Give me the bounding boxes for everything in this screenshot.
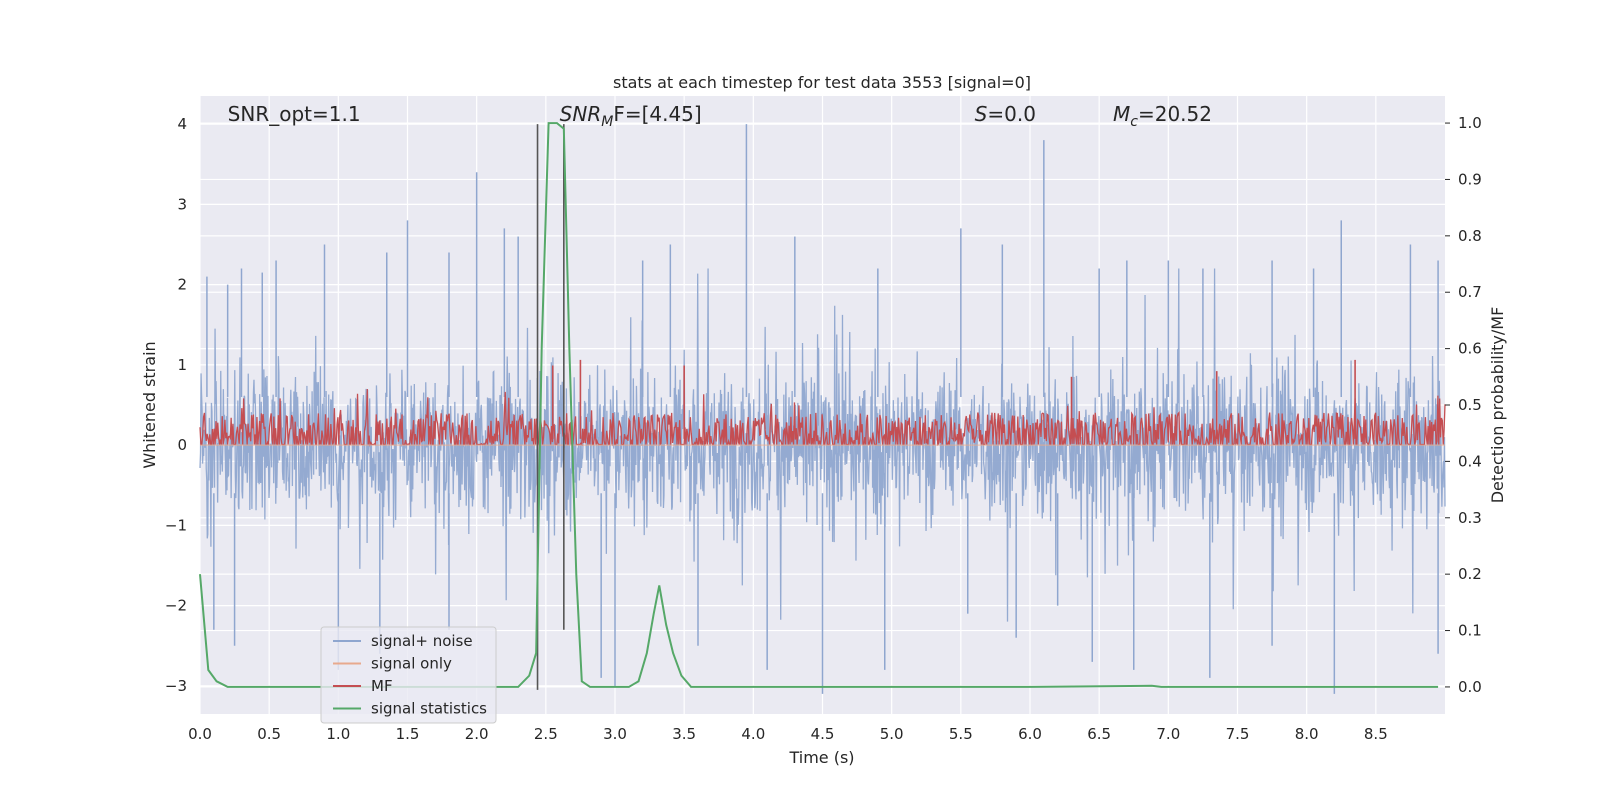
x-axis-ticks: 0.0 0.5 1.0 1.5 2.0 2.5 3.0 3.5 4.0 4.5 5.0 5.5 6.0 6… [188,725,1388,743]
y2-tick-label: 0.5 [1458,396,1482,414]
y2-tick-label: 1.0 [1458,114,1482,132]
x-tick-label: 8.5 [1364,725,1388,743]
x-tick-label: 4.0 [741,725,765,743]
x-tick-label: 7.5 [1226,725,1250,743]
annotation-main: S [975,102,988,126]
series-mf [199,359,1446,447]
x-axis-label: Time (s) [788,748,854,767]
x-tick-label: 8.0 [1295,725,1319,743]
y-tick-label: 2 [177,276,187,294]
annotation-suffix: =0.0 [987,102,1036,126]
annotations: SNR_opt=1.1 SNRMF=[4.45] S=0.0 Mc=20.52 [228,102,1212,130]
x-tick-label: 3.5 [672,725,696,743]
annotation-suffix: F=[4.45] [613,102,701,126]
x-tick-label: 0.0 [188,725,212,743]
y-tick-label: −2 [165,597,187,615]
x-tick-label: 5.5 [949,725,973,743]
y2-tick-label: 0.9 [1458,170,1482,188]
legend-label: signal statistics [371,700,487,718]
y2-axis-ticks: 0.0 0.1 0.2 0.3 0.4 0.5 0.6 0.7 0.8 0.9 1.0 [1445,114,1482,696]
y-tick-label: −3 [165,677,187,695]
y2-tick-label: 0.8 [1458,227,1482,245]
x-tick-label: 2.0 [465,725,489,743]
y-tick-label: 0 [177,436,187,454]
y-axis-ticks: −3 −2 −1 0 1 2 3 4 [165,115,187,695]
legend-label: MF [371,677,393,695]
annotation-sub: M [601,114,613,130]
x-tick-label: 2.5 [534,725,558,743]
annotation-text: SNR_opt=1.1 [228,102,361,126]
y2-tick-label: 0.3 [1458,509,1482,527]
annotation-main: SNR [560,102,602,126]
annotation-suffix: =20.52 [1138,102,1212,126]
legend-label: signal+ noise [371,632,473,650]
annotation-text: Mc=20.52 [1113,102,1212,130]
x-tick-label: 1.0 [326,725,350,743]
y2-axis-label: Detection probability/MF [1488,307,1507,504]
y-axis-label: Whitened strain [140,341,159,468]
annotation-main: M [1113,102,1130,126]
x-tick-label: 6.0 [1018,725,1042,743]
y-tick-label: 4 [177,115,187,133]
y2-tick-label: 0.2 [1458,565,1482,583]
y-tick-label: 1 [177,356,187,374]
x-tick-label: 1.5 [396,725,420,743]
y-tick-label: 3 [177,195,187,213]
legend-label: signal only [371,655,452,673]
y2-tick-label: 0.4 [1458,452,1482,470]
y2-tick-label: 0.7 [1458,283,1482,301]
legend-box [320,626,497,724]
y2-tick-label: 0.6 [1458,340,1482,358]
y2-tick-label: 0.1 [1458,622,1482,640]
annotation-text: S=0.0 [975,102,1036,126]
annotation-sub: c [1130,114,1138,130]
series-signal-noise [199,124,1446,694]
chart-title: stats at each timestep for test data 355… [613,73,1031,92]
y-tick-label: −1 [165,516,187,534]
annotation-text: SNRMF=[4.45] [560,102,702,130]
x-tick-label: 3.0 [603,725,627,743]
x-tick-label: 4.5 [811,725,835,743]
x-tick-label: 0.5 [257,725,281,743]
x-tick-label: 6.5 [1087,725,1111,743]
x-tick-label: 5.0 [880,725,904,743]
y2-tick-label: 0.0 [1458,678,1482,696]
mf-trace [199,388,1446,447]
x-tick-label: 7.0 [1156,725,1180,743]
legend: signal+ noise signal only MF signal statist… [320,626,497,724]
